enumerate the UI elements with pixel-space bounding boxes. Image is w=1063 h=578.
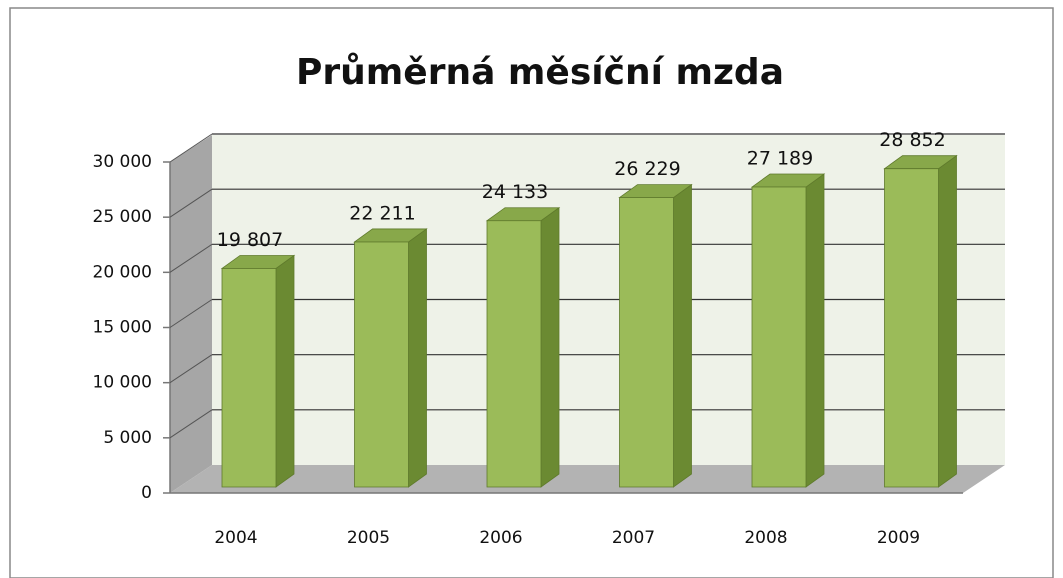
bar — [618, 183, 693, 488]
value-label: 19 807 — [217, 229, 283, 251]
chart-title: Průměrná měsíční mzda — [296, 52, 784, 93]
grid-line-side — [169, 243, 213, 273]
y-tick-label: 30 000 — [93, 152, 152, 172]
value-label: 27 189 — [747, 148, 813, 170]
bar-face — [673, 183, 692, 488]
grid-line-side — [169, 409, 213, 439]
bar — [883, 154, 958, 488]
bar-face — [408, 228, 427, 488]
y-tick-label: 0 — [141, 483, 152, 503]
x-tick-label: 2004 — [214, 528, 257, 548]
bar-face — [938, 154, 957, 488]
bar — [750, 173, 826, 488]
y-tick-label: 15 000 — [93, 318, 152, 338]
y-tick-label: 10 000 — [93, 373, 152, 393]
grid-line-side — [169, 299, 213, 328]
value-label: 26 229 — [614, 158, 680, 180]
bar-face — [221, 268, 277, 488]
bar — [485, 206, 561, 488]
value-label: 28 852 — [879, 129, 945, 151]
bar-face — [805, 173, 825, 488]
bar — [220, 254, 296, 488]
bar-face — [751, 186, 807, 488]
floor — [170, 465, 1005, 493]
bar-face — [540, 206, 560, 488]
y-tick-label: 20 000 — [93, 262, 152, 282]
bar-face — [354, 241, 409, 488]
grid-line-side — [169, 188, 213, 218]
value-label: 22 211 — [349, 202, 415, 224]
x-tick-label: 2007 — [612, 528, 655, 548]
grid-line-side — [169, 354, 213, 384]
x-tick-label: 2006 — [479, 528, 522, 548]
bar-face — [884, 168, 939, 488]
x-tick-label: 2005 — [347, 528, 390, 548]
bar — [353, 228, 428, 488]
grid-line-side — [169, 133, 213, 163]
y-tick-label: 25 000 — [93, 207, 152, 227]
bar-face — [486, 220, 542, 488]
value-label: 24 133 — [482, 181, 548, 203]
bar-face — [619, 197, 674, 488]
bar-face — [275, 254, 295, 488]
x-tick-label: 2009 — [877, 528, 920, 548]
x-tick-label: 2008 — [744, 528, 787, 548]
y-tick-label: 5 000 — [103, 428, 152, 448]
